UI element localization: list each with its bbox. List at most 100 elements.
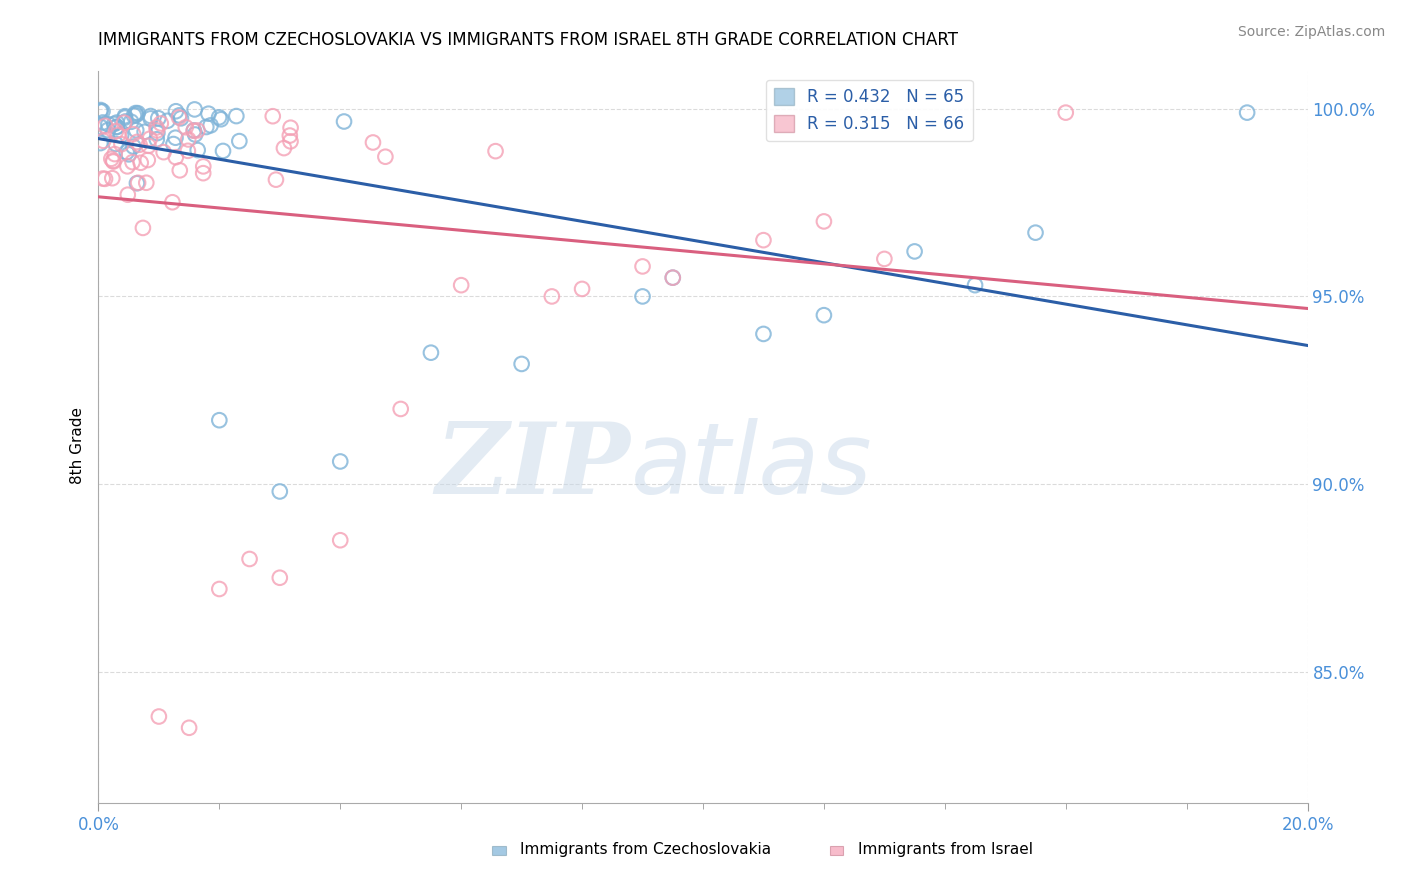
Point — [752, 326, 775, 341]
Point — [162, 195, 184, 210]
Point — [280, 134, 302, 148]
Point — [264, 172, 287, 186]
Point — [91, 171, 114, 186]
Point — [89, 104, 111, 119]
Point — [193, 160, 215, 174]
Point — [174, 120, 197, 135]
Point — [117, 187, 139, 202]
Point — [104, 147, 127, 161]
Point — [208, 111, 231, 125]
Point — [105, 120, 128, 134]
Point — [152, 145, 174, 160]
Point — [965, 278, 987, 293]
Point — [661, 270, 683, 285]
Point — [269, 484, 291, 499]
Point — [101, 153, 124, 168]
Point — [262, 109, 284, 123]
Point — [165, 150, 187, 164]
Point — [389, 401, 412, 416]
Point — [1054, 105, 1077, 120]
Point — [146, 132, 169, 146]
Text: 8th Grade: 8th Grade — [70, 408, 84, 484]
Point — [156, 113, 179, 128]
Point — [148, 709, 170, 723]
Point — [121, 155, 143, 169]
Point — [169, 163, 191, 178]
Point — [165, 104, 187, 119]
Point — [138, 138, 160, 153]
Point — [127, 176, 149, 190]
Point — [146, 123, 169, 137]
Point — [136, 153, 159, 167]
Point — [167, 108, 190, 122]
Point — [183, 103, 205, 117]
Point — [90, 120, 112, 134]
Point — [1236, 105, 1258, 120]
Point — [91, 134, 114, 148]
Point — [100, 152, 122, 166]
Point — [105, 115, 128, 129]
Point — [97, 117, 120, 131]
Point — [122, 139, 145, 153]
Point — [571, 282, 593, 296]
Point — [139, 109, 162, 123]
Text: ZIP: ZIP — [436, 418, 630, 515]
Text: Immigrants from Israel: Immigrants from Israel — [858, 842, 1032, 856]
Point — [661, 270, 683, 285]
Point — [450, 278, 472, 293]
Text: IMMIGRANTS FROM CZECHOSLOVAKIA VS IMMIGRANTS FROM ISRAEL 8TH GRADE CORRELATION C: IMMIGRANTS FROM CZECHOSLOVAKIA VS IMMIGR… — [98, 31, 959, 49]
Point — [117, 159, 139, 173]
Point — [94, 171, 117, 186]
Point — [212, 144, 235, 158]
Point — [124, 106, 146, 120]
Text: Source: ZipAtlas.com: Source: ZipAtlas.com — [1237, 25, 1385, 39]
Point — [813, 308, 835, 322]
Point — [228, 134, 250, 148]
Point — [280, 120, 302, 135]
Point — [167, 111, 190, 125]
Point — [125, 176, 148, 190]
Point — [120, 115, 142, 129]
Point — [125, 123, 148, 137]
Point — [183, 123, 205, 137]
Point — [195, 120, 218, 134]
Point — [135, 176, 157, 190]
Point — [114, 109, 136, 123]
Point — [107, 128, 129, 142]
Point — [89, 136, 111, 150]
Point — [208, 582, 231, 596]
Point — [186, 123, 208, 137]
Point — [91, 104, 114, 119]
Point — [329, 533, 352, 548]
Point — [200, 119, 222, 133]
Point — [101, 171, 124, 186]
Point — [132, 221, 155, 235]
Point — [105, 124, 128, 138]
Point — [114, 114, 136, 128]
Point — [134, 125, 156, 139]
Point — [125, 108, 148, 122]
Point — [904, 244, 927, 259]
Point — [139, 132, 162, 146]
Point — [128, 137, 150, 152]
Point — [269, 571, 291, 585]
Point — [125, 135, 148, 149]
Point — [197, 106, 219, 120]
Point — [139, 112, 162, 126]
Point — [631, 260, 654, 274]
Point — [273, 141, 295, 155]
Point — [104, 136, 127, 151]
Point — [114, 111, 136, 125]
Point — [103, 154, 125, 169]
Point — [631, 289, 654, 303]
Point — [239, 552, 262, 566]
Point — [184, 128, 207, 142]
Point — [420, 345, 443, 359]
Point — [162, 136, 184, 151]
Point — [91, 115, 114, 129]
Point — [510, 357, 533, 371]
Point — [165, 130, 187, 145]
Point — [112, 116, 135, 130]
Text: atlas: atlas — [630, 417, 872, 515]
Point — [115, 145, 138, 160]
